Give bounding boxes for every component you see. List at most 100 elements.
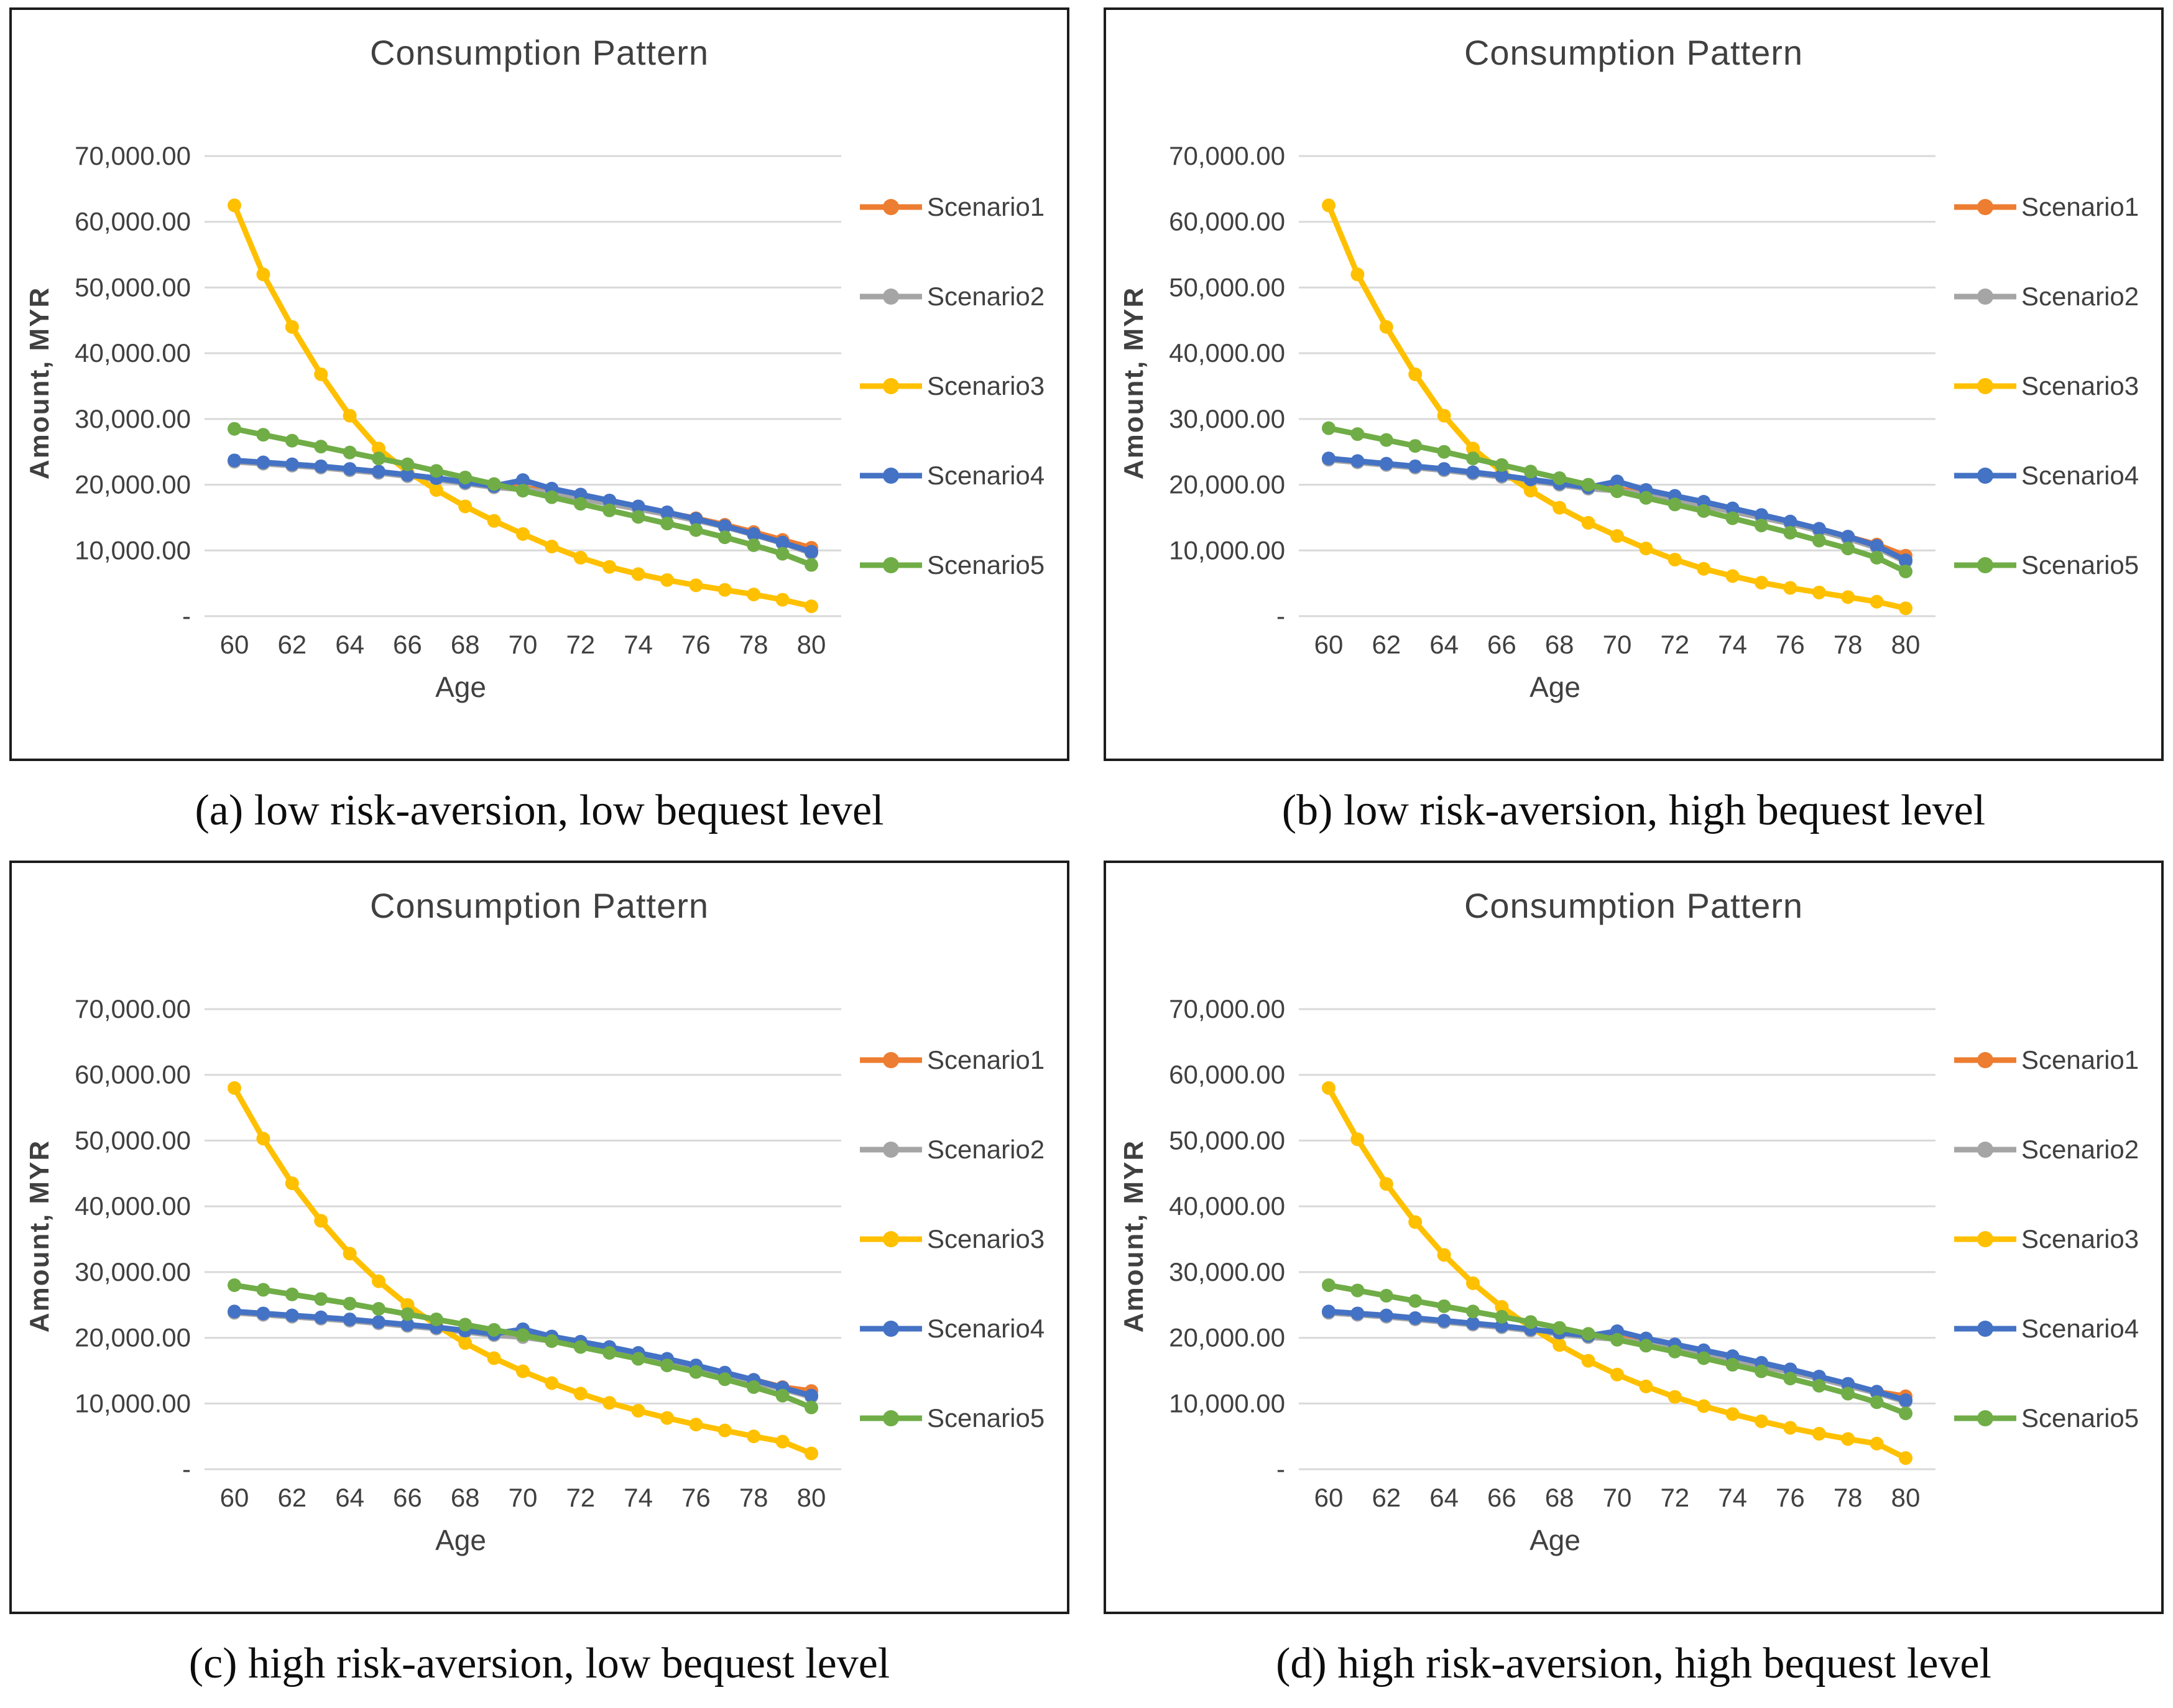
data-point-Scenario5 — [631, 1352, 645, 1366]
series-line-Scenario3 — [231, 202, 814, 609]
legend-label: Scenario2 — [2021, 281, 2139, 311]
legend-label: Scenario4 — [2021, 1313, 2139, 1343]
y-tick-label: - — [1276, 1454, 1285, 1484]
data-point-Scenario5 — [372, 1302, 385, 1316]
data-point-Scenario3 — [1610, 1367, 1624, 1382]
legend-item-Scenario1: Scenario1 — [859, 192, 1045, 222]
data-point-Scenario3 — [228, 1081, 241, 1095]
x-tick-label: 64 — [1429, 630, 1459, 659]
data-point-Scenario5 — [660, 516, 674, 530]
data-point-Scenario5 — [545, 1334, 559, 1348]
data-point-Scenario5 — [1466, 1304, 1480, 1319]
legend-item-Scenario5: Scenario5 — [859, 1403, 1045, 1433]
y-axis-title: Amount, MYR — [1119, 286, 1149, 479]
x-tick-label: 74 — [1718, 630, 1747, 659]
data-point-Scenario4 — [1322, 1304, 1336, 1319]
y-tick-label: 60,000.00 — [75, 207, 191, 236]
data-point-Scenario3 — [1523, 484, 1538, 498]
data-point-Scenario3 — [314, 367, 328, 381]
legend-marker-icon — [860, 288, 922, 305]
legend-label: Scenario5 — [927, 1403, 1045, 1433]
y-tick-label: 40,000.00 — [1169, 338, 1285, 367]
y-axis-title: Amount, MYR — [24, 286, 55, 479]
data-point-Scenario5 — [1725, 511, 1740, 525]
y-axis-title: Amount, MYR — [24, 1139, 55, 1332]
data-point-Scenario5 — [1899, 1406, 1912, 1421]
data-point-Scenario3 — [805, 599, 818, 614]
legend-item-Scenario4: Scenario4 — [1953, 1314, 2139, 1344]
data-point-Scenario3 — [717, 583, 732, 597]
data-point-Scenario5 — [487, 477, 501, 491]
data-point-Scenario4 — [1870, 1385, 1884, 1399]
x-tick-label: 76 — [681, 630, 711, 659]
data-point-Scenario5 — [689, 523, 703, 537]
legend-item-Scenario3: Scenario3 — [1953, 1224, 2139, 1254]
data-point-Scenario3 — [717, 1423, 732, 1438]
data-point-Scenario5 — [602, 1346, 617, 1360]
x-tick-label: 76 — [1776, 630, 1805, 659]
data-point-Scenario4 — [256, 455, 270, 469]
legend-label: Scenario3 — [2021, 371, 2139, 400]
data-point-Scenario3 — [805, 1446, 818, 1461]
data-point-Scenario5 — [372, 451, 385, 466]
data-point-Scenario4 — [400, 1318, 415, 1332]
y-tick-label: 30,000.00 — [75, 404, 191, 433]
data-point-Scenario4 — [747, 527, 761, 541]
data-point-Scenario3 — [1668, 1390, 1682, 1404]
legend-item-Scenario2: Scenario2 — [1953, 1135, 2139, 1165]
y-tick-label: 40,000.00 — [75, 1191, 191, 1221]
data-point-Scenario3 — [545, 1376, 559, 1390]
y-tick-label: - — [182, 1454, 191, 1484]
data-point-Scenario3 — [458, 499, 473, 514]
data-point-Scenario3 — [1812, 585, 1826, 599]
legend-item-Scenario2: Scenario2 — [1953, 282, 2139, 312]
legend-marker-icon — [1954, 198, 2016, 215]
data-point-Scenario3 — [1697, 561, 1711, 576]
x-tick-label: 72 — [566, 630, 595, 659]
data-point-Scenario3 — [1755, 576, 1768, 590]
x-tick-label: 60 — [220, 1483, 249, 1512]
data-point-Scenario5 — [314, 440, 328, 454]
legend-item-Scenario5: Scenario5 — [859, 550, 1045, 580]
data-point-Scenario4 — [285, 1308, 299, 1323]
data-point-Scenario3 — [487, 1351, 501, 1365]
data-point-Scenario4 — [1610, 474, 1624, 489]
data-point-Scenario3 — [1466, 1276, 1480, 1290]
data-point-Scenario3 — [631, 1403, 645, 1418]
data-point-Scenario3 — [747, 588, 761, 602]
data-point-Scenario5 — [1783, 525, 1797, 540]
chart-a: Consumption Pattern Amount, MYR 70,000.0… — [9, 7, 1069, 761]
data-point-Scenario5 — [573, 497, 588, 511]
x-tick-label: 66 — [393, 630, 422, 659]
legend-label: Scenario2 — [927, 281, 1045, 311]
data-point-Scenario5 — [1523, 1315, 1538, 1329]
data-point-Scenario5 — [1350, 1283, 1365, 1298]
x-tick-label: 70 — [509, 1483, 538, 1512]
legend-item-Scenario4: Scenario4 — [859, 1314, 1045, 1344]
plot-area: 70,000.00 60,000.00 50,000.00 40,000.00 30,0… — [75, 994, 841, 1512]
x-axis-title: Age — [435, 671, 486, 703]
data-point-Scenario5 — [805, 1400, 818, 1415]
data-point-Scenario5 — [1408, 439, 1423, 453]
data-point-Scenario3 — [602, 560, 617, 574]
legend-marker-icon — [1954, 1051, 2016, 1068]
legend-marker-icon — [860, 1141, 922, 1158]
data-point-Scenario3 — [1725, 569, 1740, 583]
data-point-Scenario3 — [1668, 553, 1682, 567]
data-point-Scenario5 — [1495, 1309, 1509, 1324]
data-point-Scenario3 — [775, 1434, 790, 1449]
legend-item-Scenario4: Scenario4 — [859, 461, 1045, 491]
data-point-Scenario3 — [1379, 320, 1393, 334]
x-tick-label: 68 — [451, 1483, 480, 1512]
data-point-Scenario5 — [1466, 451, 1480, 466]
data-point-Scenario4 — [1812, 522, 1826, 536]
x-tick-label: 80 — [797, 630, 826, 659]
data-point-Scenario3 — [747, 1429, 761, 1444]
data-point-Scenario5 — [573, 1340, 588, 1354]
x-tick-label: 60 — [1314, 630, 1344, 659]
data-point-Scenario4 — [228, 1304, 241, 1319]
data-point-Scenario3 — [573, 550, 588, 565]
series-line-Scenario3 — [1326, 1085, 1909, 1461]
x-tick-label: 78 — [1834, 1483, 1863, 1512]
data-point-Scenario5 — [1552, 1321, 1567, 1335]
